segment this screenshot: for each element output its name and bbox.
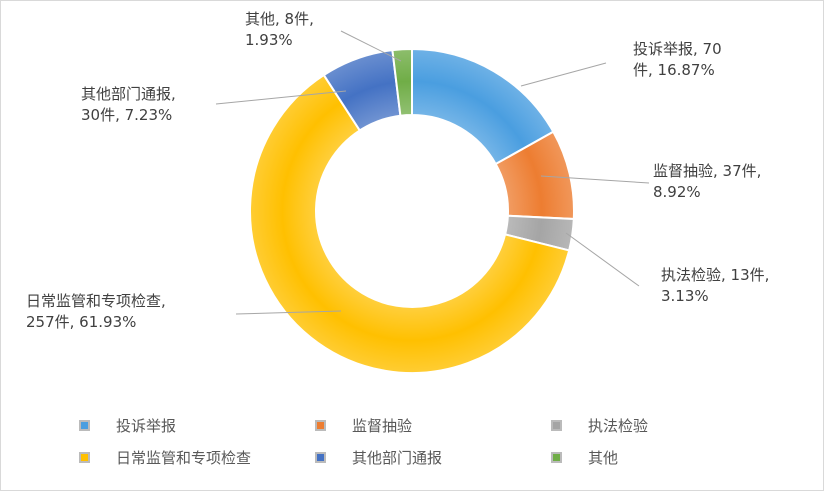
- data-label-line: 8.92%: [653, 183, 701, 201]
- legend-label: 执法检验: [588, 416, 649, 435]
- data-label: 其他部门通报, 30件, 7.23%: [81, 84, 176, 126]
- data-label-line: 投诉举报, 70: [633, 40, 722, 58]
- data-label-line: 257件, 61.93%: [26, 313, 137, 331]
- leader-line: [540, 175, 650, 184]
- legend-swatch: [551, 451, 562, 463]
- legend-swatch: [551, 419, 562, 431]
- data-label-line: 监督抽验, 37件,: [653, 162, 762, 180]
- leader-line: [520, 62, 607, 87]
- legend-label: 监督抽验: [352, 416, 413, 435]
- leader-line: [235, 310, 342, 315]
- leader-line: [340, 30, 402, 62]
- data-label: 执法检验, 13件, 3.13%: [661, 265, 769, 307]
- legend-label: 其他部门通报: [352, 448, 443, 467]
- data-label: 其他, 8件, 1.93%: [245, 9, 314, 51]
- legend-item: 其他部门通报: [315, 447, 551, 467]
- legend-swatch: [79, 451, 90, 463]
- legend-label: 日常监管和专项检查: [116, 448, 252, 467]
- data-label: 监督抽验, 37件, 8.92%: [653, 161, 761, 203]
- legend-item: 投诉举报: [79, 415, 315, 435]
- legend-item: 其他: [551, 447, 721, 467]
- legend-swatch: [79, 419, 90, 431]
- legend-label: 投诉举报: [116, 416, 177, 435]
- data-label-line: 其他, 8件,: [245, 10, 314, 28]
- data-label-line: 件, 16.87%: [633, 61, 715, 79]
- data-label-line: 其他部门通报,: [81, 85, 176, 103]
- data-label-line: 日常监管和专项检查,: [26, 292, 166, 310]
- data-label: 投诉举报, 70 件, 16.87%: [633, 39, 722, 81]
- legend-item: 日常监管和专项检查: [79, 447, 315, 467]
- leader-line: [565, 232, 640, 287]
- donut-chart: [215, 30, 650, 374]
- slice-3: [249, 73, 571, 374]
- leader-line: [215, 90, 347, 105]
- data-label-line: 3.13%: [661, 287, 709, 305]
- legend-swatch: [315, 419, 326, 431]
- legend-swatch: [315, 451, 326, 463]
- data-label-line: 执法检验, 13件,: [661, 266, 770, 284]
- legend-item: 执法检验: [551, 415, 721, 435]
- legend: 投诉举报 监督抽验 执法检验日常监管和专项检查 其他部门通报 其他: [79, 415, 719, 467]
- data-label-line: 1.93%: [245, 31, 293, 49]
- legend-item: 监督抽验: [315, 415, 551, 435]
- data-label-line: 30件, 7.23%: [81, 106, 173, 124]
- data-label: 日常监管和专项检查, 257件, 61.93%: [26, 291, 166, 333]
- slice-5: [391, 47, 413, 117]
- legend-label: 其他: [588, 448, 619, 467]
